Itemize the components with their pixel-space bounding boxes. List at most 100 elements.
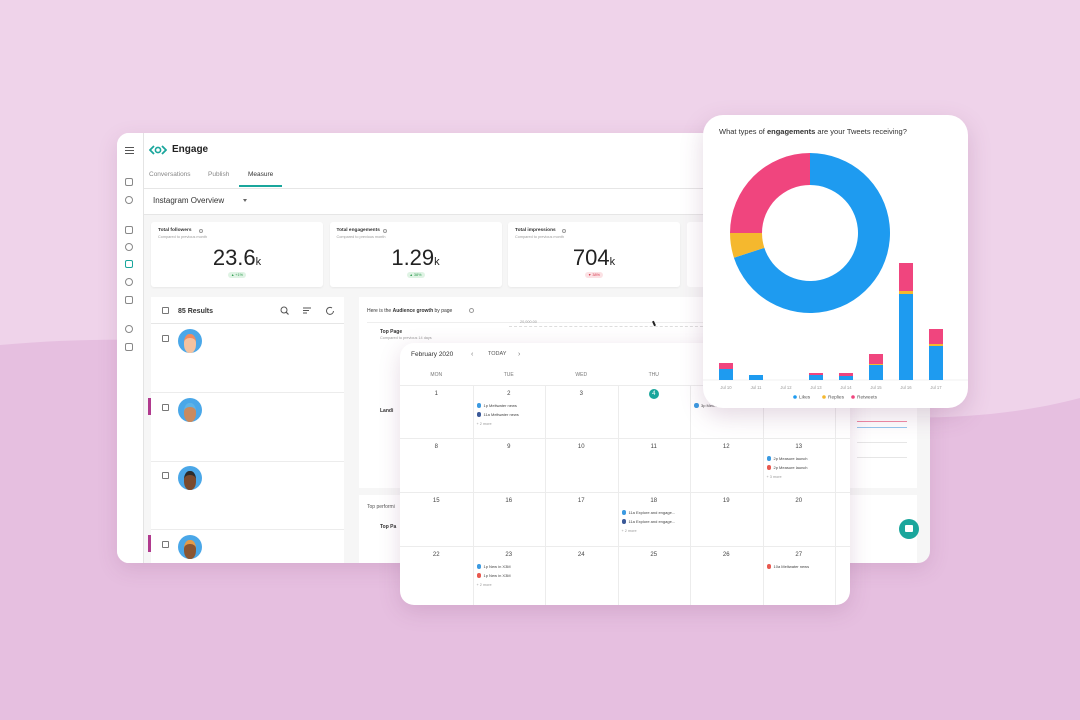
event-icon — [694, 403, 699, 408]
skeleton — [249, 336, 291, 339]
view-selector[interactable]: Instagram Overview — [153, 196, 225, 205]
audience-heading: Here is the Audience growth by page — [367, 309, 452, 314]
tab[interactable]: Conversations — [149, 171, 191, 178]
weekday: WED — [575, 372, 588, 378]
bar-segment — [749, 375, 763, 380]
skeleton — [324, 358, 343, 361]
dropdown-caret — [243, 199, 247, 202]
skeleton — [232, 441, 262, 444]
event-icon — [476, 564, 481, 569]
menu-icon-line — [125, 153, 134, 155]
refresh-icon — [326, 306, 334, 315]
grid-line — [400, 385, 850, 386]
skeleton — [258, 495, 273, 498]
skeleton — [324, 495, 343, 498]
stat-card: Total impressions Compared to previous mo… — [508, 222, 680, 287]
date: 16 — [505, 498, 513, 504]
skeleton — [178, 509, 204, 512]
skeleton — [265, 509, 305, 512]
stat-number: 23.6 — [212, 245, 256, 270]
event-icon — [621, 510, 626, 515]
skeleton — [285, 434, 307, 437]
skeleton — [225, 480, 243, 483]
grid-line — [835, 385, 836, 605]
date: 17 — [577, 498, 585, 504]
donut-slice — [730, 153, 810, 233]
today-button[interactable]: TODAY — [488, 351, 507, 357]
event: 2p Measure launch — [773, 455, 808, 461]
checkbox — [162, 472, 169, 479]
stat-change: ▲ 38% — [406, 272, 425, 278]
question-bold: engagements — [766, 127, 816, 136]
grid-line — [400, 546, 850, 547]
skeleton — [276, 358, 306, 361]
skeleton — [206, 343, 222, 346]
event: 2p Measure launch — [773, 464, 808, 470]
skeleton — [276, 427, 306, 430]
nav-next: › — [518, 351, 521, 358]
skeleton — [207, 358, 242, 361]
skeleton — [206, 473, 236, 476]
stat-change: ▲ +1% — [228, 272, 246, 278]
skeleton — [240, 336, 245, 339]
nav-icon — [125, 260, 133, 268]
skeleton — [240, 542, 245, 545]
bar-segment — [839, 376, 853, 380]
sparkline — [857, 427, 907, 428]
x-tick-label: Jul 17 — [930, 385, 942, 390]
x-tick-label: Jul 11 — [751, 385, 763, 390]
nav-icon — [125, 243, 133, 251]
sidebar — [117, 133, 144, 563]
legend-label: Replies — [828, 395, 845, 401]
stat-value: 1.29k — [330, 247, 502, 269]
skeleton — [264, 365, 282, 368]
nav-icon — [125, 278, 133, 286]
event-icon — [766, 564, 771, 569]
tab[interactable]: Measure — [248, 171, 274, 178]
active-tab-underline — [239, 185, 282, 187]
top-performing-label: Top performi — [367, 504, 395, 510]
skeleton — [206, 405, 236, 408]
skeleton — [240, 473, 245, 476]
top-page-label: Top Page — [380, 329, 403, 335]
skeleton — [245, 495, 255, 498]
skeleton — [324, 427, 343, 430]
weekday: THU — [648, 372, 659, 378]
stat-subtitle: Compared to previous month — [515, 235, 564, 239]
avatar-face — [184, 471, 196, 490]
skeleton — [240, 405, 245, 408]
divider — [144, 188, 930, 189]
grid-line — [400, 438, 850, 439]
more-link: + 3 more — [766, 475, 782, 479]
event-icon — [766, 456, 771, 461]
nav-icon — [125, 226, 133, 234]
stat-title: Total impressions — [515, 228, 556, 233]
trend-arrow: ▲ — [230, 273, 236, 277]
tab[interactable]: Publish — [208, 171, 230, 178]
skeleton — [249, 473, 291, 476]
date: 23 — [505, 552, 513, 558]
skeleton — [258, 427, 273, 430]
nav-icon — [125, 343, 133, 351]
legend-swatch — [822, 395, 826, 399]
menu-icon-line — [125, 147, 134, 149]
date: 12 — [722, 444, 730, 450]
skeleton — [206, 480, 222, 483]
nav-icon — [125, 296, 133, 304]
engagement-card: What types of engagements are your Tweet… — [703, 115, 968, 408]
results-count: 85 Results — [178, 308, 214, 315]
skeleton — [309, 495, 321, 498]
checkbox — [162, 540, 169, 548]
skeleton — [245, 358, 255, 361]
event: 1p New in X3M — [483, 572, 511, 578]
bar-segment — [839, 373, 853, 376]
skeleton — [206, 549, 222, 552]
date: 1 — [434, 391, 438, 397]
grid-line — [617, 385, 619, 605]
skeleton — [225, 549, 243, 552]
sparkline — [857, 457, 907, 458]
skeleton — [207, 434, 216, 437]
results-panel: 85 Results — [148, 297, 344, 563]
stat-subtitle: Compared to previous month — [336, 235, 386, 239]
skeleton — [207, 372, 229, 375]
